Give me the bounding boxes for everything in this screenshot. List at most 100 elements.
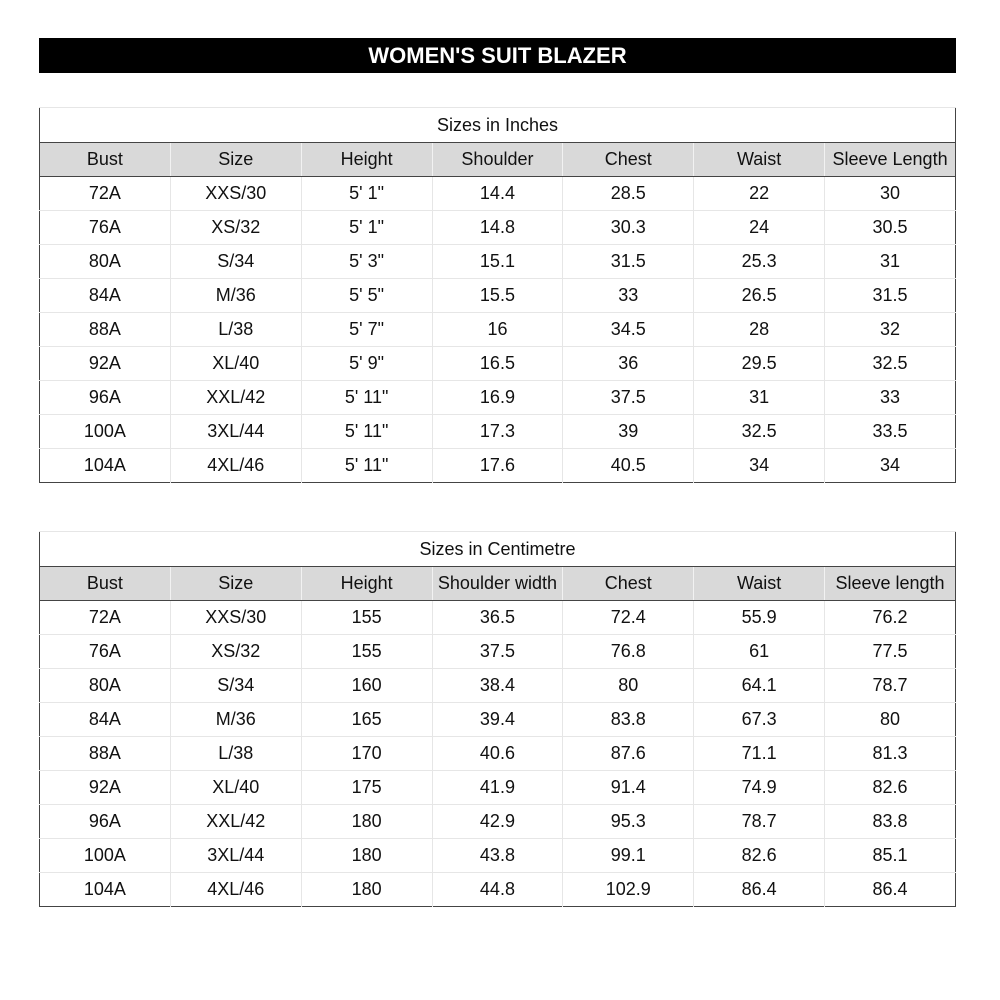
table-row: 96A XXL/42 180 42.9 95.3 78.7 83.8 [39,804,956,839]
table-cell: 85.1 [824,838,956,873]
table-cell: 92A [39,346,171,381]
table-row: 80A S/34 160 38.4 80 64.1 78.7 [39,668,956,703]
table-row: 88A L/38 5' 7" 16 34.5 28 32 [39,312,956,347]
table-cell: 30.3 [562,210,694,245]
table-cell: 34 [824,448,956,483]
table-cell: XS/32 [169,634,302,669]
table-cell: 31.5 [824,278,956,313]
table-cell: 4XL/46 [169,872,302,907]
table-cell: 84A [39,702,171,737]
table-cell: 104A [39,448,171,483]
table-cell: 39.4 [431,702,563,737]
table-row: 96A XXL/42 5' 11" 16.9 37.5 31 33 [39,380,956,415]
table-cell: 74.9 [693,770,825,805]
column-header: Shoulder width [431,566,563,601]
table-cell: 80 [562,668,694,703]
table-cell: 5' 1" [300,176,433,211]
table-cell: XXS/30 [169,600,302,635]
table-cell: L/38 [169,736,302,771]
table-row: 100A 3XL/44 180 43.8 99.1 82.6 85.1 [39,838,956,873]
table-row: 80A S/34 5' 3" 15.1 31.5 25.3 31 [39,244,956,279]
table-cell: 76A [39,210,171,245]
centimetre-size-table: Sizes in Centimetre Bust Size Height Shoulde… [39,531,956,907]
table-cell: XXL/42 [169,380,302,415]
table-cell: 180 [300,872,433,907]
table-cell: 155 [300,600,433,635]
table-cell: 33 [824,380,956,415]
table-cell: 14.4 [431,176,563,211]
table-cell: 82.6 [824,770,956,805]
table-cell: 102.9 [562,872,694,907]
table-cell: 28.5 [562,176,694,211]
table-cell: 83.8 [562,702,694,737]
table-cell: S/34 [169,668,302,703]
table-cell: 88A [39,312,171,347]
table-cell: 37.5 [562,380,694,415]
table-cell: 72A [39,600,171,635]
table-row: 92A XL/40 5' 9" 16.5 36 29.5 32.5 [39,346,956,381]
table-cell: 32.5 [824,346,956,381]
table-cell: 55.9 [693,600,825,635]
table-cell: 88A [39,736,171,771]
table-cell: 83.8 [824,804,956,839]
table-cell: 95.3 [562,804,694,839]
table-cell: 32.5 [693,414,825,449]
table-cell: 26.5 [693,278,825,313]
table-caption-row: Sizes in Inches [39,107,956,143]
table-row: 92A XL/40 175 41.9 91.4 74.9 82.6 [39,770,956,805]
column-header: Waist [693,566,825,601]
table-header-row: Bust Size Height Shoulder width Chest Waist Sl… [39,566,956,601]
table-cell: 76.2 [824,600,956,635]
table-cell: 104A [39,872,171,907]
table-row: 104A 4XL/46 180 44.8 102.9 86.4 86.4 [39,872,956,907]
table-header-row: Bust Size Height Shoulder Chest Waist Sleeve L… [39,142,956,177]
table-cell: 5' 11" [300,448,433,483]
column-header: Bust [39,142,171,177]
table-cell: 91.4 [562,770,694,805]
table-caption: Sizes in Centimetre [39,531,956,567]
table-cell: 30 [824,176,956,211]
table-cell: S/34 [169,244,302,279]
table-cell: 78.7 [693,804,825,839]
table-row: 88A L/38 170 40.6 87.6 71.1 81.3 [39,736,956,771]
table-cell: 17.3 [431,414,563,449]
table-cell: 33 [562,278,694,313]
table-cell: 16.9 [431,380,563,415]
table-row: 100A 3XL/44 5' 11" 17.3 39 32.5 33.5 [39,414,956,449]
table-cell: 78.7 [824,668,956,703]
table-cell: 14.8 [431,210,563,245]
column-header: Chest [562,142,694,177]
inches-size-table: Sizes in Inches Bust Size Height Shoulder Che… [39,107,956,483]
table-cell: 15.5 [431,278,563,313]
table-cell: 25.3 [693,244,825,279]
table-cell: 24 [693,210,825,245]
table-cell: 72A [39,176,171,211]
table-cell: 36 [562,346,694,381]
table-cell: 61 [693,634,825,669]
column-header: Chest [562,566,694,601]
table-cell: 99.1 [562,838,694,873]
table-cell: 5' 1" [300,210,433,245]
table-cell: 42.9 [431,804,563,839]
table-cell: 33.5 [824,414,956,449]
table-cell: 87.6 [562,736,694,771]
table-cell: 43.8 [431,838,563,873]
table-cell: 32 [824,312,956,347]
table-cell: 80A [39,668,171,703]
table-cell: 34 [693,448,825,483]
table-cell: 82.6 [693,838,825,873]
table-cell: 100A [39,414,171,449]
table-cell: 5' 11" [300,380,433,415]
table-cell: 84A [39,278,171,313]
table-cell: 17.6 [431,448,563,483]
table-cell: 36.5 [431,600,563,635]
table-cell: 76A [39,634,171,669]
column-header: Size [169,142,302,177]
table-cell: XS/32 [169,210,302,245]
column-header: Shoulder [431,142,563,177]
table-cell: 15.1 [431,244,563,279]
table-cell: 76.8 [562,634,694,669]
column-header: Height [300,142,433,177]
table-cell: 80 [824,702,956,737]
column-header: Sleeve length [824,566,956,601]
